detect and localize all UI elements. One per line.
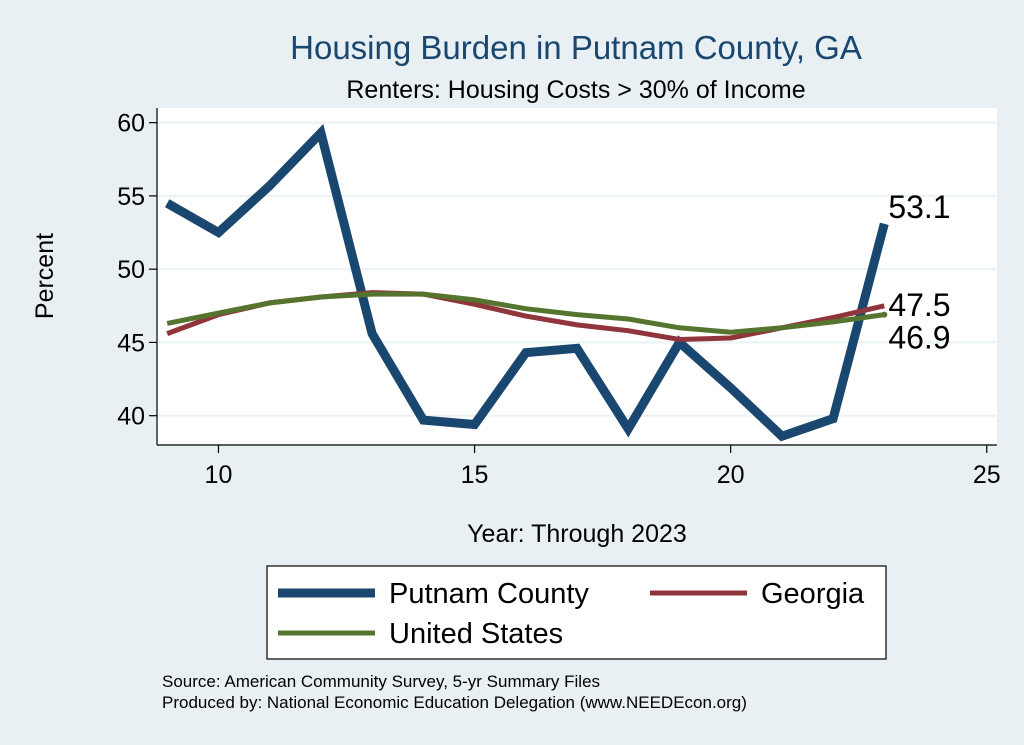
y-tick-label-55: 55 (117, 183, 145, 211)
gridlines (157, 121, 997, 417)
legend-label-united-states: United States (389, 618, 563, 650)
plot-area (157, 108, 997, 445)
y-tick-label-60: 60 (117, 110, 145, 138)
x-axis-ticks: 10 15 20 25 (205, 445, 1001, 489)
legend-label-putnam-county: Putnam County (389, 578, 589, 610)
legend: Putnam County Georgia United States (278, 578, 865, 650)
y-tick-label-50: 50 (117, 256, 145, 284)
chart-subtitle: Renters: Housing Costs > 30% of Income (346, 76, 805, 104)
end-label-united-states: 46.9 (888, 320, 950, 356)
x-tick-label-10: 10 (205, 461, 233, 489)
y-tick-label-45: 45 (117, 329, 145, 357)
end-point-united-states (881, 311, 888, 318)
x-tick-label-15: 15 (461, 461, 489, 489)
legend-box (266, 565, 887, 660)
y-tick-label-40: 40 (117, 403, 145, 431)
x-axis-label: Year: Through 2023 (467, 520, 687, 548)
series-lines (164, 123, 889, 442)
y-axis-label: Percent (31, 233, 59, 319)
series-line-united-states (166, 291, 885, 335)
end-label-georgia: 47.5 (888, 287, 950, 323)
end-labels: 53.1 47.546.9 (888, 189, 950, 356)
source-note: Source: American Community Survey, 5-yr … (162, 672, 600, 691)
x-tick-label-25: 25 (973, 461, 1001, 489)
legend-label-georgia: Georgia (761, 578, 865, 610)
x-tick-label-20: 20 (717, 461, 745, 489)
producer-note: Produced by: National Economic Education… (162, 693, 747, 712)
y-axis-ticks: 40 45 50 55 60 (117, 110, 157, 431)
chart-title: Housing Burden in Putnam County, GA (290, 29, 862, 66)
series-line-putnam-county (164, 123, 889, 442)
end-label-putnam-county: 53.1 (888, 189, 950, 225)
